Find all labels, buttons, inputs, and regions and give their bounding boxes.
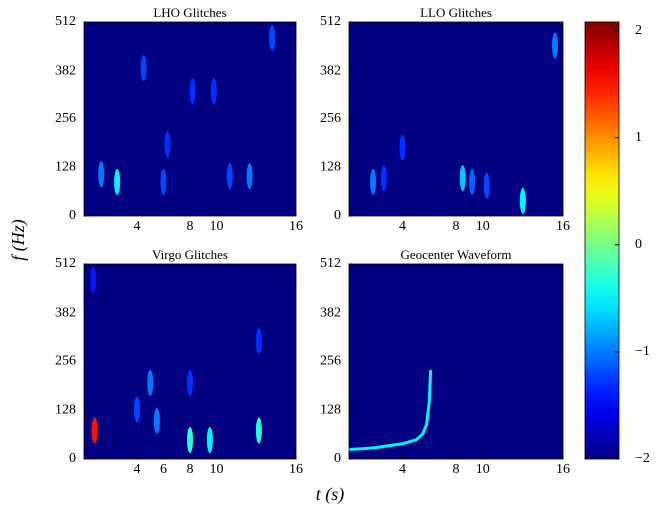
glitch: [226, 163, 233, 190]
y-tick-label: 0: [334, 451, 341, 466]
y-tick-label: 512: [55, 14, 76, 29]
x-tick-label: 4: [399, 219, 406, 234]
glitch: [114, 168, 121, 195]
colorbar-tick-label: −1: [635, 344, 650, 359]
plot-frame: [348, 263, 564, 460]
colorbar: [584, 21, 620, 460]
x-tick-label: 4: [134, 462, 141, 477]
glitch: [459, 165, 466, 192]
y-tick-label: 382: [55, 306, 76, 321]
panel-title: LHO Glitches: [153, 5, 226, 20]
glitch: [164, 131, 171, 158]
x-tick-label: 16: [556, 462, 570, 477]
y-tick-label: 256: [55, 111, 76, 126]
glitch: [469, 168, 476, 195]
x-tick-label: 16: [289, 462, 303, 477]
glitch: [98, 161, 105, 188]
panel-title: Virgo Glitches: [152, 247, 228, 262]
plot-area: [349, 264, 563, 459]
y-tick-label: 256: [55, 354, 76, 369]
x-tick-label: 16: [289, 219, 303, 234]
colorbar-tick-label: 2: [635, 23, 642, 38]
y-tick-label: 382: [55, 63, 76, 78]
y-tick-label: 256: [320, 111, 341, 126]
colorbar-tick-label: 1: [635, 130, 642, 145]
glitch: [187, 426, 193, 453]
glitch: [153, 407, 160, 434]
x-axis-label: t (s): [316, 484, 345, 505]
x-tick-label: 10: [476, 219, 490, 234]
y-tick-label: 382: [320, 306, 341, 321]
glitch: [519, 187, 526, 214]
y-axis-label: f (Hz): [8, 219, 29, 261]
y-tick-label: 128: [320, 160, 341, 175]
glitch: [380, 165, 387, 192]
glitch: [187, 369, 193, 396]
glitch: [134, 396, 140, 423]
y-tick-label: 256: [320, 354, 341, 369]
x-tick-label: 10: [210, 462, 224, 477]
glitch: [140, 55, 147, 82]
x-tick-label: 8: [453, 462, 460, 477]
y-tick-label: 382: [320, 63, 341, 78]
x-tick-label: 4: [399, 462, 406, 477]
plot-frame: [83, 263, 297, 460]
x-tick-label: 8: [453, 219, 460, 234]
x-tick-label: 8: [187, 462, 194, 477]
glitch: [91, 417, 98, 444]
plot-frame: [348, 21, 564, 217]
y-tick-label: 0: [334, 208, 341, 223]
y-tick-label: 0: [69, 208, 76, 223]
colorbar-tick-label: −2: [635, 451, 650, 466]
glitch: [483, 172, 490, 199]
glitch: [160, 168, 167, 195]
glitch: [255, 327, 262, 354]
y-tick-label: 128: [320, 402, 341, 417]
x-tick-label: 10: [210, 219, 224, 234]
colorbar-tick-label: 0: [635, 237, 642, 252]
glitch: [210, 77, 217, 104]
waveform-level: [429, 369, 433, 373]
x-tick-label: 8: [187, 219, 194, 234]
x-tick-label: 16: [556, 219, 570, 234]
plot-area: [349, 22, 563, 216]
y-tick-label: 128: [55, 160, 76, 175]
glitch: [370, 168, 377, 195]
panel-title: Geocenter Waveform: [401, 247, 512, 262]
y-tick-label: 0: [69, 451, 76, 466]
glitch: [551, 32, 558, 59]
glitch: [246, 163, 253, 190]
glitch: [90, 266, 97, 293]
glitch: [189, 77, 196, 104]
panel-title: LLO Glitches: [420, 5, 492, 20]
x-tick-label: 4: [134, 219, 141, 234]
x-tick-label: 6: [160, 462, 167, 477]
glitch: [399, 134, 406, 161]
glitch: [206, 426, 213, 453]
y-tick-label: 512: [320, 14, 341, 29]
y-tick-label: 512: [55, 256, 76, 271]
glitch: [255, 417, 262, 444]
waveform: [348, 371, 433, 451]
x-tick-label: 10: [476, 462, 490, 477]
y-tick-label: 512: [320, 256, 341, 271]
y-tick-label: 128: [55, 402, 76, 417]
glitch: [147, 369, 154, 396]
plot-frame: [83, 21, 297, 217]
glitch: [269, 24, 276, 51]
